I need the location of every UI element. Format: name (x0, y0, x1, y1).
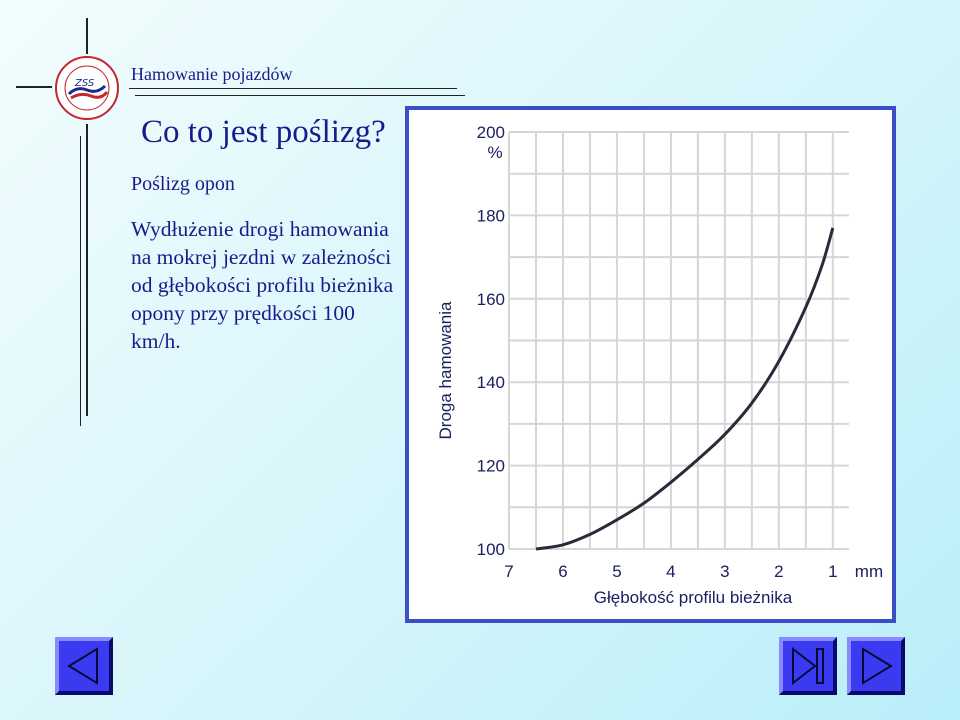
y-tick-label: 120 (477, 457, 505, 476)
y-tick-label: 100 (477, 540, 505, 559)
header-underline (129, 88, 457, 89)
triangle-right-icon (862, 647, 893, 685)
previous-slide-button[interactable] (55, 637, 113, 695)
y-tick-label: 160 (477, 290, 505, 309)
last-slide-button[interactable] (779, 637, 837, 695)
slide-subtitle: Poślizg opon (131, 173, 235, 195)
x-tick-label: 1 (828, 562, 837, 581)
x-tick-label: 2 (774, 562, 783, 581)
skip-end-icon (792, 646, 824, 686)
braking-distance-chart: 100 120 140 160 180 200 7 6 5 4 3 2 1 % mm Droga ham… (436, 123, 883, 607)
decor-vline-2 (86, 124, 88, 416)
decor-hline-1 (16, 86, 52, 88)
decor-vline-3 (80, 136, 81, 426)
x-tick-label: 7 (504, 562, 513, 581)
svg-text:ZSS: ZSS (74, 78, 95, 89)
slide-title: Co to jest poślizg? (141, 114, 386, 150)
y-tick-label: 200 (477, 123, 505, 142)
series-line (535, 227, 835, 551)
header-underline-2 (135, 95, 465, 96)
y-tick-label: 180 (477, 206, 505, 225)
x-tick-label: 3 (720, 562, 729, 581)
x-axis-label: Głębokość profilu bieżnika (594, 588, 793, 607)
school-logo: ZSS (55, 56, 119, 120)
x-tick-label: 6 (558, 562, 567, 581)
slide-body: Wydłużenie drogi hamowania na mokrej jez… (131, 217, 394, 353)
chart-frame: 100 120 140 160 180 200 7 6 5 4 3 2 1 % mm Droga ham… (405, 106, 896, 623)
y-axis-label: Droga hamowania (436, 301, 455, 440)
header-title: Hamowanie pojazdów (131, 64, 293, 84)
x-tick-label: 4 (666, 562, 675, 581)
decor-vline-1 (86, 18, 88, 54)
triangle-left-icon (67, 647, 98, 685)
x-unit-label: mm (855, 562, 883, 581)
y-tick-label: 140 (477, 373, 505, 392)
next-slide-button[interactable] (847, 637, 905, 695)
x-tick-label: 5 (612, 562, 621, 581)
y-unit-label: % (487, 143, 502, 162)
